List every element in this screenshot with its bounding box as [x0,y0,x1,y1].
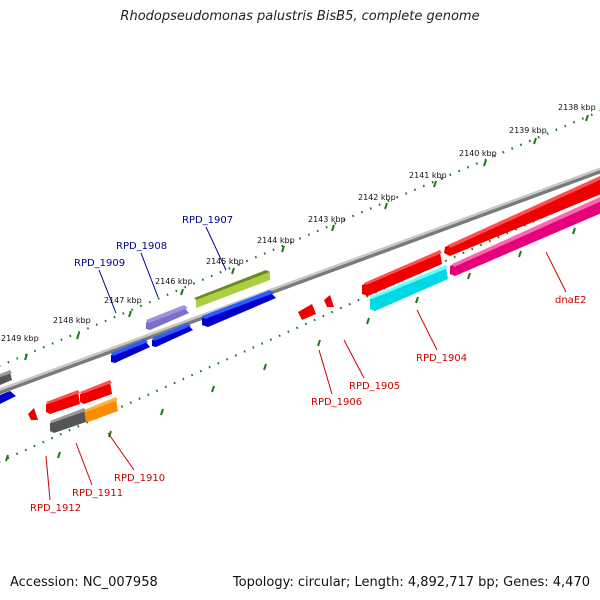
scale-labels: 2138 kbp 2139 kbp 2140 kbp 2141 kbp 2142… [1,103,596,343]
gene-label-rpd-1912[interactable]: RPD_1912 [30,503,81,514]
gene-label-rpd-1908[interactable]: RPD_1908 [116,241,167,252]
forward-gene-leaders [98,226,227,314]
gene-arrow[interactable] [152,323,193,347]
gene-arrow[interactable] [111,339,150,363]
genome-summary-text: Topology: circular; Length: 4,892,717 bp… [232,575,590,590]
gene-arrow[interactable] [370,265,448,311]
scale-label: 2147 kbp [104,296,142,305]
genome-title: Rhodopseudomonas palustris BisB5, comple… [120,9,480,24]
gene-arrow[interactable] [80,380,112,404]
gene-arrow[interactable] [50,408,86,433]
reverse-genes [28,176,600,433]
forward-major-ticks [24,114,589,361]
gene-arrow[interactable] [194,270,270,308]
gene-label-rpd-1911[interactable]: RPD_1911 [72,488,123,499]
gene-arrow[interactable] [362,250,442,296]
gene-label-rpd-1910[interactable]: RPD_1910 [114,473,165,484]
scale-label: 2145 kbp [206,257,244,266]
gene-label-rpd-1907[interactable]: RPD_1907 [182,215,233,226]
gene-label-rpd-1906[interactable]: RPD_1906 [311,397,362,408]
scale-label: 2141 kbp [409,171,447,180]
forward-genes [0,270,276,405]
gene-label-rpd-1905[interactable]: RPD_1905 [349,381,400,392]
gene-arrow[interactable] [202,290,276,327]
gene-arrow[interactable] [84,397,118,422]
gene-arrow[interactable] [28,408,38,420]
scale-label: 2138 kbp [558,103,596,112]
scale-label: 2140 kbp [459,149,497,158]
reverse-scale-track [0,190,600,463]
accession-text: Accession: NC_007958 [10,575,158,590]
gene-arrow[interactable] [450,197,600,276]
scale-label: 2139 kbp [509,126,547,135]
gene-arrow[interactable] [0,391,16,405]
forward-scale-track [0,110,600,367]
scale-label: 2146 kbp [155,277,193,286]
gene-arrow[interactable] [146,305,189,330]
scale-label: 2143 kbp [308,215,346,224]
gene-arrow[interactable] [46,390,80,414]
scale-label: 2142 kbp [358,193,396,202]
reverse-major-ticks [5,227,576,462]
forward-gene-labels: RPD_1907 RPD_1908 RPD_1909 [74,215,233,269]
scale-label: 2149 kbp [1,334,39,343]
scale-label: 2144 kbp [257,236,295,245]
genome-backbone [0,167,600,395]
gene-label-rpd-1904[interactable]: RPD_1904 [416,353,467,364]
gene-arrow[interactable] [0,370,12,387]
gene-arrow[interactable] [324,295,334,307]
gene-arrow[interactable] [444,176,600,256]
scale-label: 2148 kbp [53,316,91,325]
reverse-gene-leaders [45,251,567,501]
gene-label-dnae2[interactable]: dnaE2 [555,295,587,306]
gene-arrow[interactable] [298,304,316,320]
reverse-gene-labels: dnaE2 RPD_1904 RPD_1905 RPD_1906 RPD_191… [30,295,587,514]
gene-label-rpd-1909[interactable]: RPD_1909 [74,258,125,269]
